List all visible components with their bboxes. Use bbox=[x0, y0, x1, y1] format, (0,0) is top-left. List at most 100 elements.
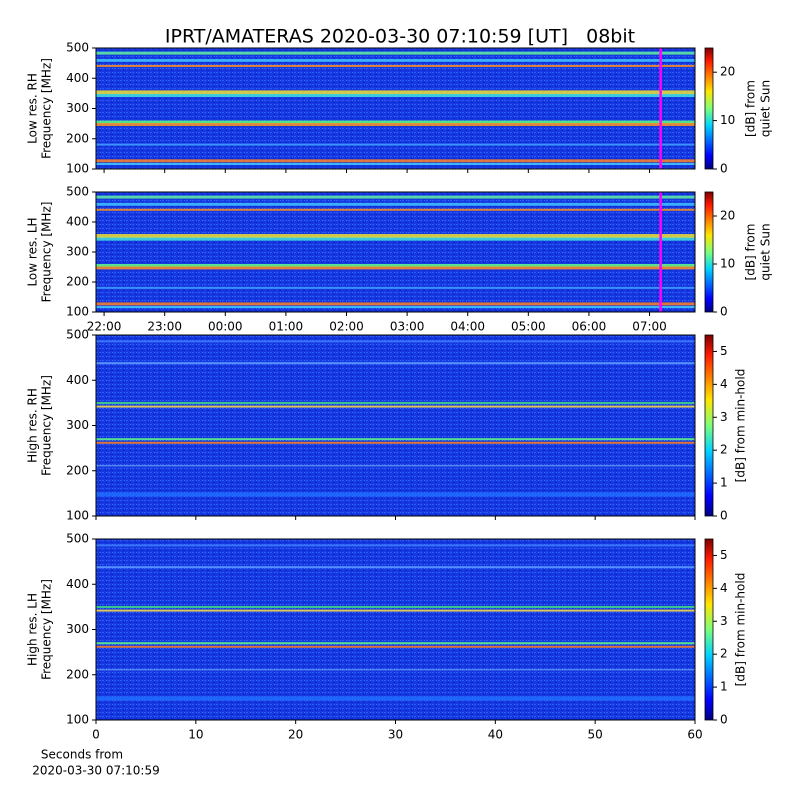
x-tick-label: 10 bbox=[188, 728, 203, 742]
emission-band bbox=[96, 159, 695, 163]
colorbar-label: [dB] from bbox=[744, 224, 758, 281]
y-tick-label: 200 bbox=[66, 463, 89, 477]
spectrogram bbox=[96, 539, 695, 720]
colorbar-tick-label: 5 bbox=[720, 344, 728, 358]
emission-band bbox=[96, 642, 695, 645]
emission-band bbox=[96, 645, 695, 648]
x-tick-label: 50 bbox=[588, 728, 603, 742]
colorbar-tick-label: 0 bbox=[720, 713, 728, 727]
colorbar-tick-label: 4 bbox=[720, 581, 728, 595]
emission-band bbox=[96, 609, 695, 612]
x-tick-label: 20 bbox=[288, 728, 303, 742]
emission-band bbox=[96, 195, 695, 199]
colorbar-tick-label: 3 bbox=[720, 410, 728, 424]
colorbar bbox=[704, 191, 714, 313]
colorbar-tick-label: 5 bbox=[720, 548, 728, 562]
emission-band bbox=[96, 566, 695, 569]
colorbar-tick-label: 1 bbox=[720, 680, 728, 694]
x-tick-label: 0 bbox=[92, 728, 100, 742]
spectrogram bbox=[96, 48, 695, 169]
y-tick-label: 100 bbox=[66, 509, 89, 523]
emission-band bbox=[96, 362, 695, 365]
emission-band bbox=[96, 237, 695, 241]
colorbar-tick-label: 1 bbox=[720, 476, 728, 490]
y-axis-label: Low res. RH bbox=[26, 73, 40, 144]
colorbar-tick-label: 2 bbox=[720, 443, 728, 457]
emission-band bbox=[96, 340, 695, 343]
colorbar-tick-label: 10 bbox=[720, 113, 735, 127]
emission-band bbox=[96, 93, 695, 97]
emission-band bbox=[96, 401, 695, 404]
x-axis-label: Seconds from bbox=[41, 748, 123, 762]
x-tick-label: 40 bbox=[488, 728, 503, 742]
colorbar-tick-label: 4 bbox=[720, 377, 728, 391]
y-axis-label: Frequency [MHz] bbox=[40, 375, 54, 476]
spectrogram bbox=[96, 335, 695, 516]
emission-band bbox=[96, 696, 695, 701]
emission-band bbox=[96, 90, 695, 95]
y-axis-label: High res. LH bbox=[26, 593, 40, 666]
x-tick-label: 05:00 bbox=[511, 320, 546, 334]
emission-band bbox=[96, 64, 695, 67]
y-tick-label: 500 bbox=[66, 41, 89, 55]
colorbar-tick-label: 0 bbox=[720, 509, 728, 523]
emission-band bbox=[96, 302, 695, 306]
x-tick-label: 00:00 bbox=[208, 320, 243, 334]
y-tick-label: 100 bbox=[66, 713, 89, 727]
y-tick-label: 500 bbox=[66, 328, 89, 342]
y-tick-label: 200 bbox=[66, 275, 89, 289]
colorbar-label: [dB] from min-hold bbox=[734, 369, 748, 483]
emission-band bbox=[96, 306, 695, 308]
emission-band bbox=[96, 669, 695, 671]
colorbar-tick-label: 3 bbox=[720, 614, 728, 628]
emission-band bbox=[96, 286, 695, 289]
x-tick-label: 06:00 bbox=[572, 320, 607, 334]
y-tick-label: 300 bbox=[66, 418, 89, 432]
emission-band bbox=[96, 405, 695, 408]
x-tick-label: 02:00 bbox=[329, 320, 364, 334]
emission-band bbox=[96, 51, 695, 55]
y-tick-label: 200 bbox=[66, 131, 89, 145]
y-tick-label: 100 bbox=[66, 162, 89, 176]
x-tick-label: 01:00 bbox=[269, 320, 304, 334]
y-axis-label: Low res. LH bbox=[26, 217, 40, 286]
colorbar-tick-label: 20 bbox=[720, 209, 735, 223]
emission-band bbox=[96, 492, 695, 497]
emission-band bbox=[96, 123, 695, 127]
colorbar-label: quiet Sun bbox=[759, 80, 773, 137]
emission-band bbox=[96, 605, 695, 608]
y-tick-label: 500 bbox=[66, 185, 89, 199]
emission-band bbox=[96, 234, 695, 238]
colorbar bbox=[704, 538, 714, 721]
colorbar-label: [dB] from bbox=[744, 80, 758, 137]
y-tick-label: 400 bbox=[66, 71, 89, 85]
emission-band bbox=[96, 162, 695, 165]
colorbar bbox=[704, 47, 714, 170]
x-tick-label: 22:00 bbox=[87, 320, 122, 334]
emission-band bbox=[96, 208, 695, 211]
emission-band bbox=[96, 544, 695, 547]
colorbar-tick-label: 0 bbox=[720, 305, 728, 319]
y-tick-label: 500 bbox=[66, 532, 89, 546]
emission-band bbox=[96, 441, 695, 444]
y-tick-label: 400 bbox=[66, 577, 89, 591]
emission-band bbox=[96, 202, 695, 206]
colorbar-label: [dB] from min-hold bbox=[734, 573, 748, 687]
colorbar-tick-label: 10 bbox=[720, 257, 735, 271]
y-tick-label: 400 bbox=[66, 215, 89, 229]
x-tick-label: 23:00 bbox=[147, 320, 182, 334]
colorbar-label: quiet Sun bbox=[759, 223, 773, 280]
emission-band bbox=[96, 465, 695, 467]
colorbar-tick-label: 0 bbox=[720, 162, 728, 176]
y-axis-label: Frequency [MHz] bbox=[40, 202, 54, 303]
y-tick-label: 300 bbox=[66, 245, 89, 259]
spectrogram bbox=[96, 192, 695, 312]
y-axis-label: Frequency [MHz] bbox=[40, 58, 54, 159]
colorbar bbox=[704, 334, 714, 517]
x-tick-label: 07:00 bbox=[632, 320, 667, 334]
y-tick-label: 400 bbox=[66, 373, 89, 387]
x-tick-label: 30 bbox=[388, 728, 403, 742]
y-tick-label: 300 bbox=[66, 101, 89, 115]
y-tick-label: 200 bbox=[66, 667, 89, 681]
